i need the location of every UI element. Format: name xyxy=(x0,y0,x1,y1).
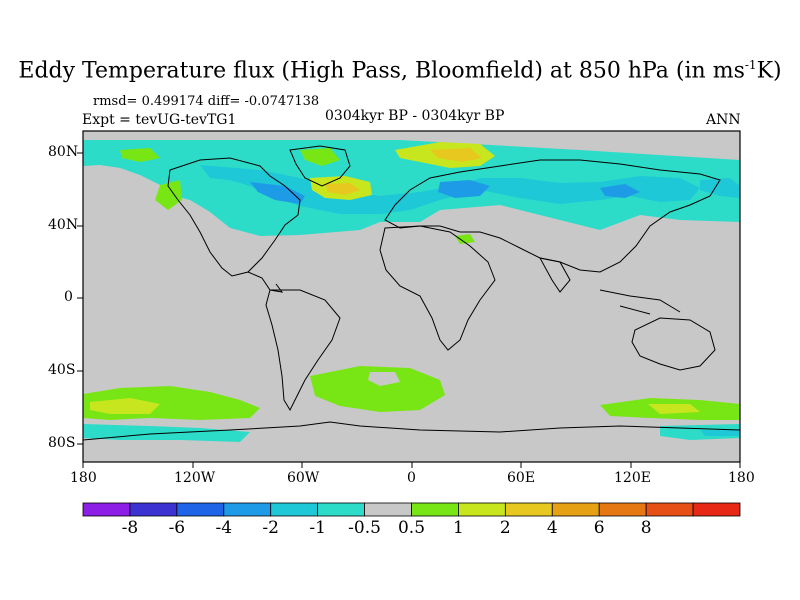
colorbar-swatch xyxy=(411,502,459,517)
colorbar-swatch xyxy=(551,502,600,517)
contour-pos-4a xyxy=(325,183,360,195)
contour-neg-2a xyxy=(250,182,305,204)
experiment-label: Expt = tevUG-tevTG1 xyxy=(82,112,237,128)
contour-pos-1f xyxy=(310,366,445,412)
contour-hole-south xyxy=(368,372,400,386)
coast-south-america xyxy=(265,289,341,412)
colorbar xyxy=(82,502,741,517)
flux-contours xyxy=(83,140,740,442)
colorbar-label: -2 xyxy=(262,518,279,538)
axis-ticks xyxy=(77,152,741,468)
lon-tick-label: 60W xyxy=(287,470,320,486)
lon-tick-label: 120E xyxy=(614,470,651,486)
contour-neg-1b xyxy=(700,178,740,198)
contour-neg-2b xyxy=(438,180,490,198)
lat-tick-label: 80S xyxy=(48,435,76,451)
colorbar-label: -8 xyxy=(121,518,139,538)
coastlines xyxy=(83,145,740,441)
lon-tick-label: 180 xyxy=(728,470,755,486)
colorbar-swatch xyxy=(317,502,365,517)
contour-pos-4b xyxy=(430,148,482,162)
contour-pos-1b xyxy=(300,148,340,166)
colorbar-swatch xyxy=(504,502,553,517)
season-label: ANN xyxy=(706,112,741,128)
colorbar-swatch xyxy=(364,502,412,517)
colorbar-label: -6 xyxy=(168,518,186,538)
lon-tick-label: 0 xyxy=(407,470,416,486)
contour-pos-2d xyxy=(648,404,700,414)
coast-eurasia xyxy=(384,159,721,273)
colorbar-swatch xyxy=(223,502,272,517)
colorbar-label: 4 xyxy=(546,518,558,538)
colorbar-label: 1 xyxy=(453,518,464,538)
colorbar-label: 2 xyxy=(499,518,511,538)
lat-tick-label: 80N xyxy=(48,144,79,160)
coast-india xyxy=(539,257,571,293)
coast-australia xyxy=(631,317,716,371)
colorbar-swatch xyxy=(82,502,131,517)
period-label: 0304kyr BP - 0304kyr BP xyxy=(325,108,505,124)
contour-neg-0.5 xyxy=(83,140,740,236)
colorbar-swatch xyxy=(270,502,319,517)
colorbar-label: 8 xyxy=(640,518,652,538)
coast-north-america xyxy=(167,157,301,277)
lon-tick-label: 180 xyxy=(70,470,97,486)
coast-indonesia xyxy=(599,289,681,315)
contour-neg-2c xyxy=(600,184,640,198)
colorbar-label: -0.5 xyxy=(348,518,381,538)
coast-africa xyxy=(379,225,496,351)
colorbar-swatch xyxy=(645,502,694,517)
contour-pos-1a xyxy=(155,180,182,210)
colorbar-swatch xyxy=(129,502,178,517)
lat-tick-label: 0 xyxy=(64,289,73,305)
contour-neg-1s xyxy=(700,430,740,436)
lon-tick-label: 60E xyxy=(507,470,536,486)
colorbar-label: 0.5 xyxy=(397,518,426,538)
lat-tick-label: 40S xyxy=(48,362,76,378)
coast-greenland xyxy=(289,145,351,187)
colorbar-swatch xyxy=(458,502,506,517)
contour-pos-1c xyxy=(455,234,475,244)
contour-pos-2c xyxy=(90,398,160,414)
lat-tick-label: 40N xyxy=(48,217,79,233)
colorbar-swatch xyxy=(692,502,741,517)
contour-pos-1d xyxy=(120,148,160,162)
colorbar-swatch xyxy=(598,502,647,517)
lon-tick-label: 120W xyxy=(174,470,216,486)
stats-line: rmsd= 0.499174 diff= -0.0747138 xyxy=(93,94,320,109)
colorbar-label: -1 xyxy=(309,518,326,538)
coast-antarctica xyxy=(83,421,740,441)
colorbar-label: -4 xyxy=(215,518,233,538)
plot-title: Eddy Temperature flux (High Pass, Bloomf… xyxy=(18,58,782,84)
colorbar-swatch xyxy=(176,502,225,517)
colorbar-label: 6 xyxy=(593,518,605,538)
